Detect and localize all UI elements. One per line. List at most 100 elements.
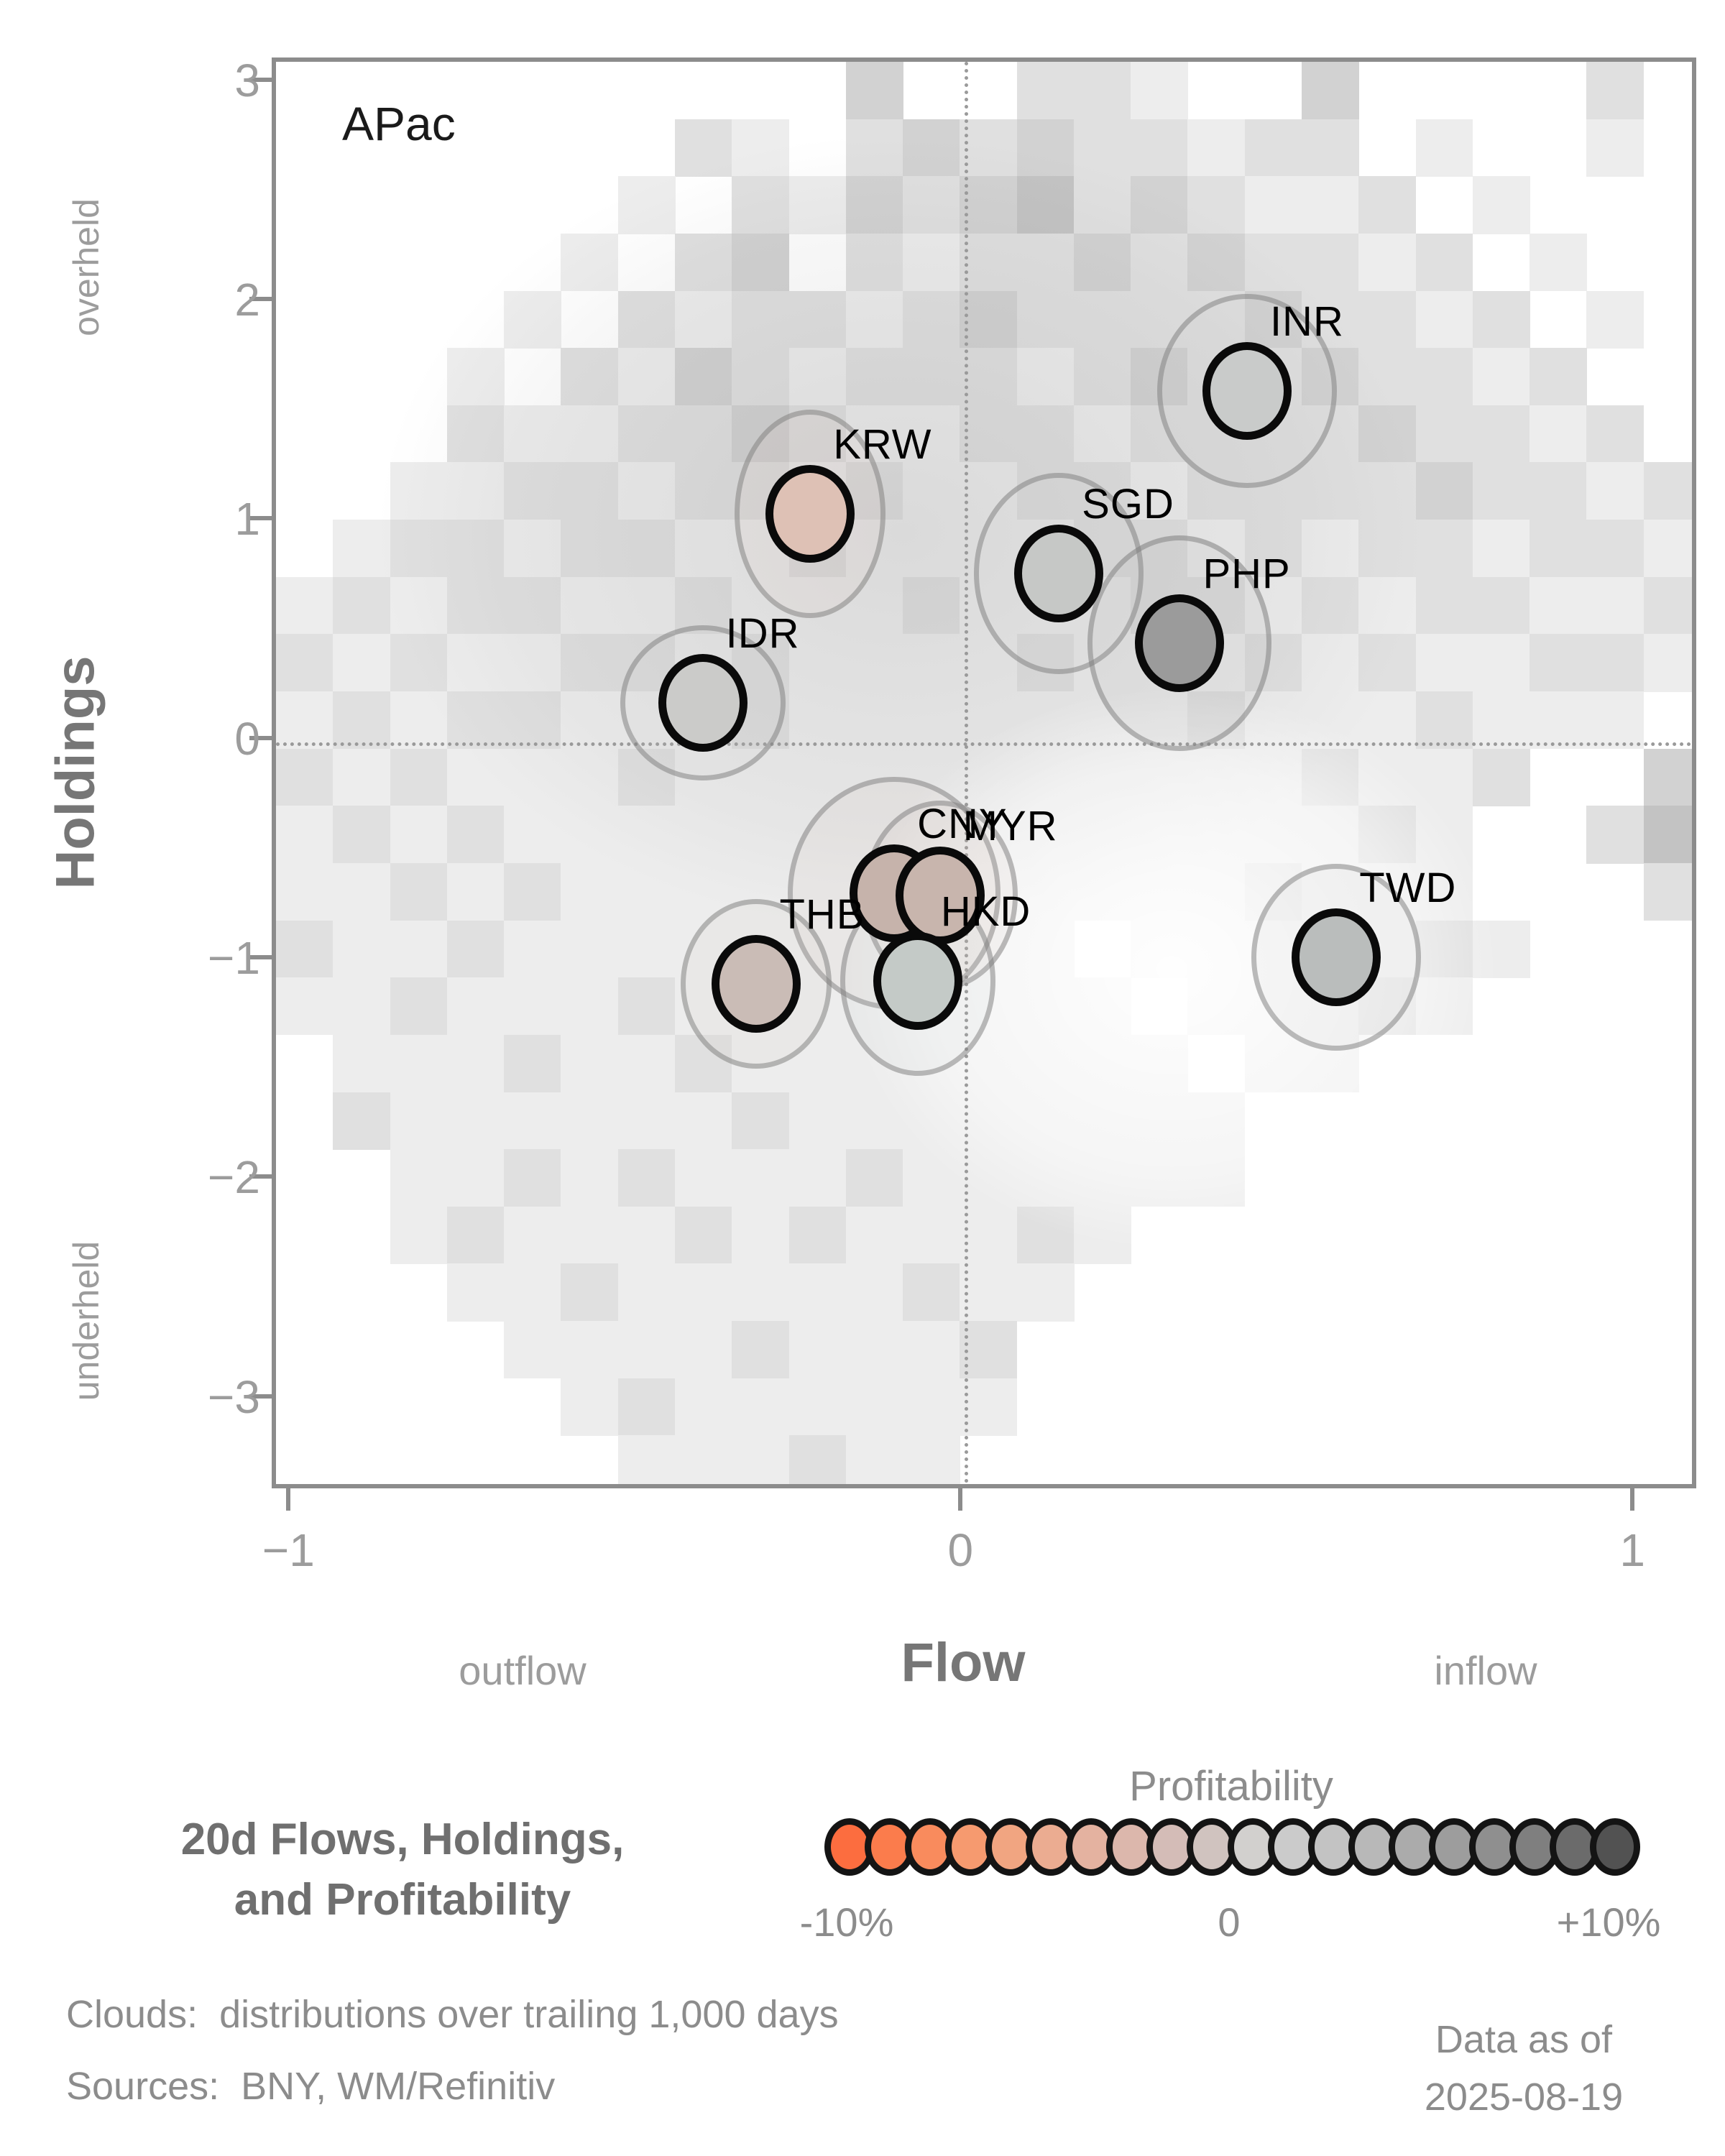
heatmap-cell — [446, 1092, 505, 1150]
currency-label-php: PHP — [1202, 550, 1291, 598]
heatmap-cell — [845, 290, 903, 349]
heatmap-cell — [390, 691, 448, 750]
heatmap-cell — [1530, 462, 1588, 520]
heatmap-cell — [1358, 233, 1417, 292]
heatmap-cell — [504, 862, 561, 921]
y-tick-label: 2 — [234, 273, 260, 326]
heatmap-cell — [390, 1206, 448, 1265]
heatmap-cell — [1530, 405, 1588, 464]
heatmap-cell — [1073, 176, 1131, 234]
heatmap-cell — [390, 520, 448, 578]
heatmap-cell — [1073, 405, 1131, 464]
heatmap-cell — [1073, 290, 1131, 349]
heatmap-cell — [390, 1034, 448, 1093]
heatmap-cell — [1302, 62, 1359, 120]
heatmap-cell — [1472, 176, 1530, 234]
currency-label-cny: CNY — [917, 801, 1008, 848]
heatmap-cell — [390, 1149, 448, 1207]
heatmap-cell — [617, 1092, 676, 1150]
zero-holdings-line — [276, 742, 1692, 746]
heatmap-cell — [504, 920, 561, 978]
y-tick-label: −3 — [208, 1370, 260, 1423]
heatmap-cell — [504, 977, 561, 1036]
heatmap-cell — [903, 176, 960, 234]
legend-swatch — [1590, 1818, 1640, 1876]
currency-label-thb: THB — [779, 890, 865, 938]
heatmap-cell — [1472, 290, 1530, 349]
heatmap-cell — [1016, 119, 1075, 177]
heatmap-cell — [1244, 119, 1302, 177]
heatmap-cell — [845, 348, 903, 406]
heatmap-cell — [561, 1378, 619, 1436]
currency-marker-hkd — [873, 932, 962, 1031]
heatmap-cell — [1016, 405, 1075, 464]
heatmap-cell — [504, 1149, 561, 1207]
heatmap-cell — [390, 1092, 448, 1150]
heatmap-cell — [617, 920, 676, 978]
heatmap-cell — [903, 119, 960, 177]
heatmap-cell — [845, 62, 903, 120]
heatmap-cell — [903, 290, 960, 349]
heatmap-cell — [617, 1034, 676, 1093]
heatmap-cell — [617, 1378, 676, 1436]
heatmap-cell — [617, 348, 676, 406]
heatmap-cell — [1586, 462, 1644, 520]
heatmap-cell — [617, 405, 676, 464]
heatmap-cell — [1586, 405, 1644, 464]
heatmap-cell — [1073, 62, 1131, 120]
heatmap-cell — [1472, 348, 1530, 406]
heatmap-cell — [561, 1034, 619, 1093]
heatmap-cell — [1415, 405, 1473, 464]
heatmap-cell — [276, 920, 334, 978]
heatmap-cell — [1131, 176, 1189, 234]
heatmap-cell — [446, 520, 505, 578]
heatmap-cell — [1415, 462, 1473, 520]
legend-swatch — [1388, 1818, 1439, 1876]
heatmap-cell — [390, 977, 448, 1036]
heatmap-cell — [674, 119, 732, 177]
heatmap-cell — [1643, 520, 1692, 578]
heatmap-cell — [333, 576, 391, 635]
heatmap-cell — [1131, 462, 1189, 520]
heatmap-cell — [617, 1321, 676, 1379]
heatmap-cell — [1472, 462, 1530, 520]
heatmap-cell — [1016, 290, 1075, 349]
heatmap-cell — [617, 806, 676, 864]
currency-marker-twd — [1292, 908, 1381, 1006]
currency-marker-inr — [1202, 342, 1292, 441]
heatmap-cell — [561, 405, 619, 464]
heatmap-cell — [561, 691, 619, 750]
distribution-halo-thb — [681, 898, 832, 1069]
figure-title-line2: and Profitability — [234, 1875, 571, 1925]
heatmap-cell — [1415, 119, 1473, 177]
heatmap-cell — [504, 806, 561, 864]
heatmap-cell — [1415, 290, 1473, 349]
currency-marker-sgd — [1014, 524, 1104, 622]
heatmap-cell — [333, 862, 391, 921]
legend-swatch — [1307, 1818, 1358, 1876]
heatmap-cell — [845, 233, 903, 292]
y-tick — [249, 1174, 272, 1179]
y-tick-label: 0 — [234, 712, 260, 765]
panel-title: APac — [342, 97, 456, 150]
heatmap-cell — [674, 1435, 732, 1484]
heatmap-cell — [333, 920, 391, 978]
heatmap-cell — [1586, 119, 1644, 177]
y-tick-label: 1 — [234, 493, 260, 545]
heatmap-cell — [446, 1206, 505, 1265]
heatmap-cell — [903, 233, 960, 292]
heatmap-cell — [446, 462, 505, 520]
heatmap-cell — [1586, 290, 1644, 349]
heatmap-cell — [788, 290, 847, 349]
heatmap-cell — [446, 1149, 505, 1207]
heatmap-cell — [960, 348, 1018, 406]
y-tick — [249, 296, 272, 301]
heatmap-cell — [504, 576, 561, 635]
heatmap-cell — [276, 634, 334, 692]
heatmap-cell — [333, 806, 391, 864]
data-as-of-label: Data as of — [1435, 2018, 1613, 2061]
clouds-note: Clouds: distributions over trailing 1,00… — [66, 1993, 839, 2036]
heatmap-cell — [561, 1149, 619, 1207]
y-tick-label: −1 — [208, 932, 260, 984]
heatmap-cell — [446, 576, 505, 635]
